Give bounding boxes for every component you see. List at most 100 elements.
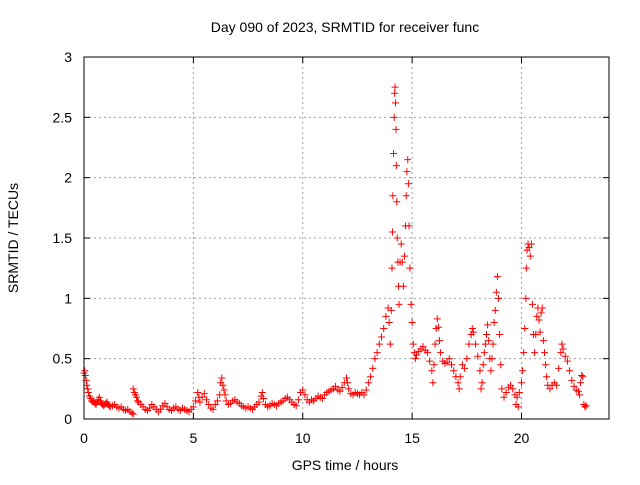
data-point <box>386 340 394 348</box>
data-point <box>526 252 534 260</box>
data-point <box>538 304 546 312</box>
data-point <box>189 403 197 411</box>
data-point <box>213 397 221 405</box>
data-point <box>391 89 399 97</box>
data-point <box>522 294 530 302</box>
data-point <box>553 381 560 389</box>
x-tick-label: 15 <box>404 430 420 446</box>
data-point <box>533 312 541 320</box>
data-point <box>203 396 210 404</box>
data-point <box>540 349 548 357</box>
y-tick-label: 1.5 <box>53 230 73 246</box>
data-point <box>535 316 543 324</box>
data-point <box>450 367 458 375</box>
data-point <box>411 355 419 363</box>
data-points <box>80 83 590 418</box>
data-point <box>194 388 202 396</box>
data-point <box>435 337 443 345</box>
data-point <box>362 386 370 394</box>
data-point <box>579 373 587 381</box>
data-point <box>463 355 471 363</box>
data-point <box>146 404 154 412</box>
data-point <box>515 388 523 396</box>
data-point <box>546 385 554 393</box>
data-point <box>555 364 563 372</box>
y-tick-label: 2 <box>64 170 72 186</box>
data-point <box>456 373 464 381</box>
data-point <box>492 288 500 296</box>
data-point <box>387 306 395 314</box>
data-point <box>528 300 536 308</box>
data-point <box>465 340 473 348</box>
data-point <box>128 409 136 417</box>
data-point <box>498 385 506 393</box>
data-point <box>519 367 527 375</box>
data-point <box>397 240 405 248</box>
y-axis-label: SRMTID / TECUs <box>5 183 21 293</box>
data-point <box>423 349 431 357</box>
y-tick-label: 2.5 <box>53 109 73 125</box>
data-point <box>581 403 589 411</box>
data-point <box>514 403 522 411</box>
data-point <box>495 294 503 302</box>
data-point <box>134 397 142 405</box>
data-point <box>205 401 213 409</box>
data-point <box>338 384 346 392</box>
data-point <box>537 309 545 317</box>
axis-ticks: 0 5 10 15 20 0 0.5 1 1.5 2 2.5 3 <box>53 49 609 446</box>
data-point <box>484 321 492 329</box>
data-point <box>522 264 530 272</box>
data-point <box>392 99 399 107</box>
data-point <box>469 328 477 336</box>
data-point <box>443 358 451 366</box>
data-point <box>430 361 438 369</box>
data-point <box>502 388 510 396</box>
data-point <box>429 379 437 387</box>
data-point <box>532 331 540 339</box>
data-point <box>318 394 326 402</box>
data-point <box>521 325 529 332</box>
data-point <box>507 381 515 389</box>
data-point <box>161 399 169 407</box>
data-point <box>493 273 501 281</box>
data-point <box>222 397 230 405</box>
data-point <box>403 168 411 176</box>
data-point <box>133 393 140 401</box>
y-tick-label: 3 <box>64 49 72 65</box>
data-point <box>388 264 396 272</box>
data-point <box>345 385 353 393</box>
data-point <box>84 385 92 393</box>
data-point <box>477 385 485 393</box>
data-point <box>299 386 307 394</box>
data-point <box>399 282 407 290</box>
data-point <box>200 390 208 398</box>
data-point <box>255 398 263 406</box>
y-tick-label: 1 <box>64 290 72 306</box>
data-point <box>292 402 300 410</box>
data-point <box>301 391 309 399</box>
data-point <box>389 192 397 200</box>
data-point <box>404 156 412 164</box>
data-point <box>258 388 266 396</box>
data-point <box>392 162 400 170</box>
data-point <box>402 192 410 200</box>
data-point <box>479 361 487 369</box>
data-point <box>259 394 267 402</box>
data-point <box>81 372 89 380</box>
data-point <box>219 381 227 389</box>
data-point <box>563 357 571 365</box>
data-point <box>574 387 582 395</box>
data-point <box>468 325 476 332</box>
data-point <box>84 388 92 396</box>
data-point <box>382 312 390 320</box>
data-point <box>221 391 229 399</box>
data-point <box>520 349 528 357</box>
data-point <box>489 340 497 348</box>
data-point <box>539 337 547 345</box>
data-point <box>558 340 566 348</box>
data-point <box>454 379 462 387</box>
grid <box>84 57 609 419</box>
data-point <box>407 300 415 308</box>
x-axis-label: GPS time / hours <box>292 457 399 473</box>
